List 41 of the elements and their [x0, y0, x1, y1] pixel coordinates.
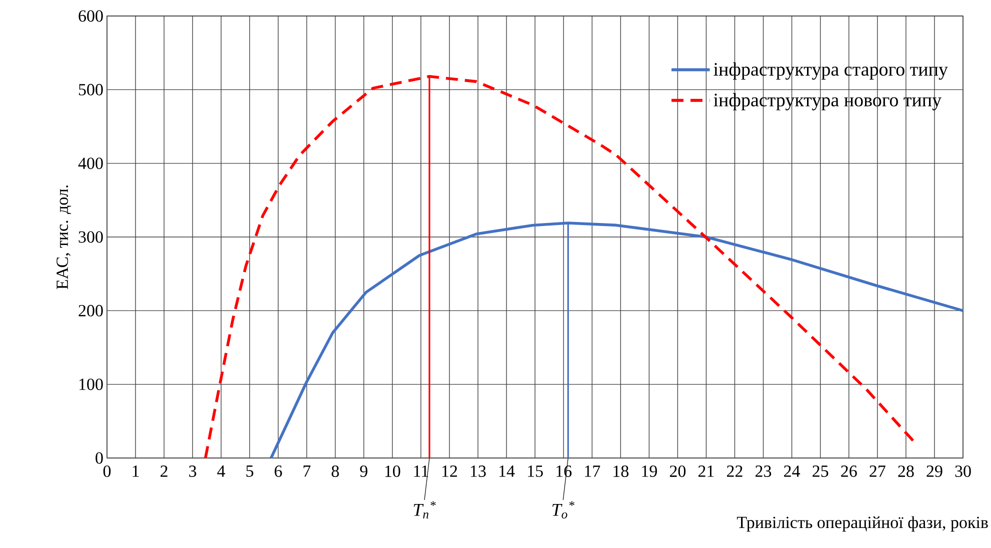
- annotation: T$_{n}$*: [414, 501, 436, 518]
- x-tick-label: 27: [870, 466, 886, 477]
- x-tick-label: 22: [726, 466, 742, 477]
- x-tick-label: 28: [898, 466, 914, 477]
- x-tick-label: 0: [103, 466, 111, 477]
- x-tick-label: 8: [332, 466, 339, 477]
- x-tick-label: 10: [385, 466, 400, 477]
- x-tick-label: 21: [698, 466, 714, 477]
- x-tick-label: 1: [132, 466, 139, 477]
- y-tick-label: 600: [78, 10, 103, 22]
- x-tick-label: 23: [756, 466, 772, 477]
- x-tick-label: 24: [784, 466, 800, 477]
- y-tick-label: 400: [78, 158, 103, 170]
- x-tick-label: 20: [670, 466, 686, 477]
- x-tick-label: 13: [470, 466, 486, 477]
- x-tick-label: 29: [926, 466, 942, 477]
- y-tick-label: 0: [96, 452, 103, 464]
- x-tick-label: 6: [274, 466, 282, 477]
- x-tick-label: 25: [812, 466, 828, 477]
- x-tick-label: 15: [528, 466, 543, 477]
- x-tick-label: 9: [360, 466, 368, 477]
- x-tick-label: 19: [642, 466, 657, 477]
- x-tick-label: 3: [189, 466, 196, 477]
- x-tick-label: 4: [217, 466, 226, 477]
- x-tick-label: 2: [160, 466, 168, 477]
- x-tick-label: 11: [414, 466, 428, 477]
- x-tick-label: 30: [955, 466, 971, 477]
- y-axis-title: ЕАС, тис. дол.: [56, 185, 72, 290]
- x-tick-label: 18: [614, 466, 628, 477]
- x-tick-label: 5: [246, 466, 254, 477]
- x-axis-title: Тривілість операційної фази, років: [736, 516, 988, 532]
- annotation: T$_{o}$*: [552, 501, 574, 519]
- y-tick-label: 300: [78, 231, 103, 243]
- y-tick-label: 500: [78, 84, 103, 96]
- x-tick-label: 7: [304, 466, 311, 477]
- x-tick-label: 14: [499, 466, 515, 477]
- x-tick-label: 12: [442, 466, 457, 477]
- x-tick-label: 26: [841, 466, 857, 477]
- y-tick-label: 100: [79, 378, 103, 390]
- y-tick-label: 200: [78, 304, 103, 316]
- x-tick-label: 17: [585, 466, 600, 477]
